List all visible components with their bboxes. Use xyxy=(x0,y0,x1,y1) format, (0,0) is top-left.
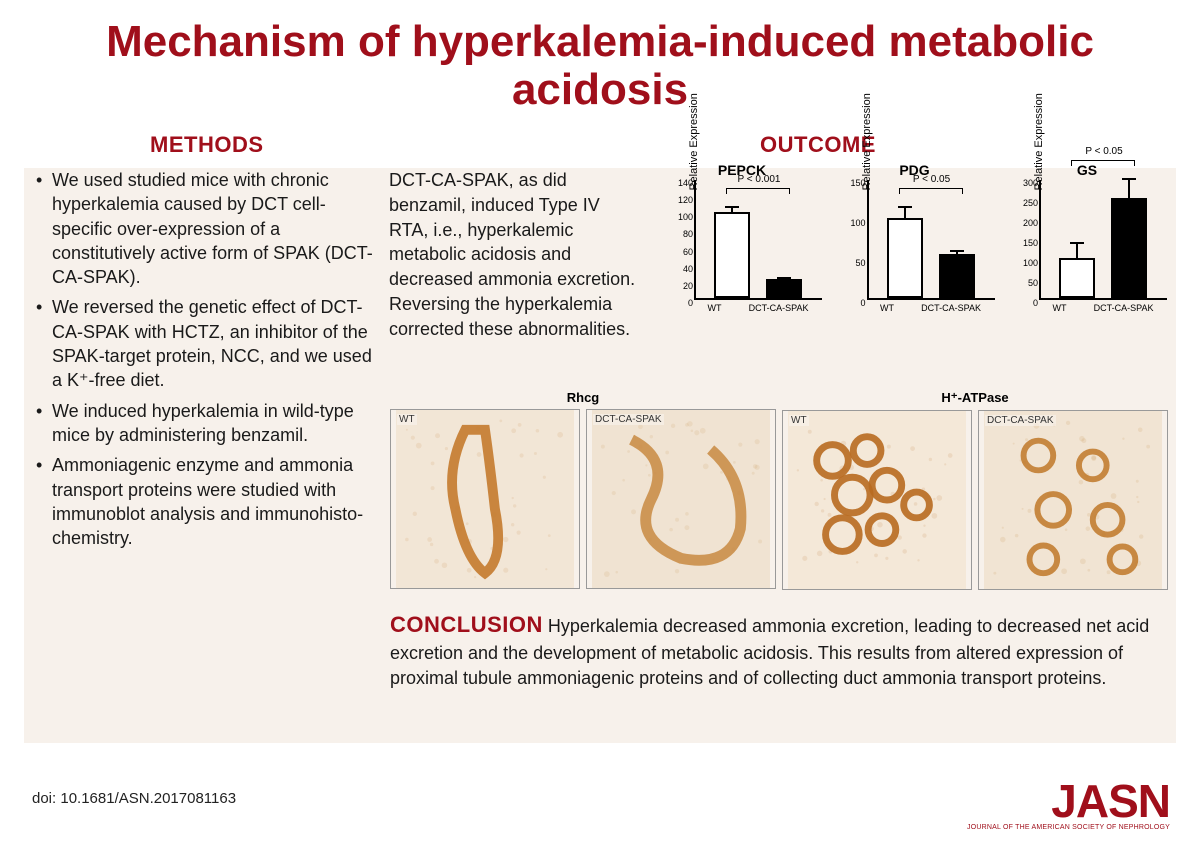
histology-panel-label: WT xyxy=(397,414,417,425)
outcome-charts-area: PEPCK Relative Expression 02040608010012… xyxy=(662,162,1167,332)
histology-title: Rhcg xyxy=(390,390,776,405)
histology-panel: WT xyxy=(782,410,972,590)
histology-panel: WT xyxy=(390,409,580,589)
methods-heading: METHODS xyxy=(150,132,264,158)
content-panel: We used studied mice with chronic hyperk… xyxy=(24,168,1176,743)
methods-bullet: We induced hyperkalemia in wild-type mic… xyxy=(34,399,374,448)
bar-chart-pdg: PDG Relative Expression 050100150 P < 0.… xyxy=(835,162,995,332)
histology-title: H⁺-ATPase xyxy=(782,390,1168,406)
methods-bullet: We reversed the genetic effect of DCT-CA… xyxy=(34,295,374,392)
bar-charts-row: PEPCK Relative Expression 02040608010012… xyxy=(662,162,1167,332)
journal-branding: JASN JOURNAL OF THE AMERICAN SOCIETY OF … xyxy=(967,774,1170,831)
histology-panel-label: DCT-CA-SPAK xyxy=(593,414,664,425)
journal-logo: JASN xyxy=(967,774,1170,828)
chart-pvalue: P < 0.05 xyxy=(869,174,995,185)
journal-subtitle: JOURNAL OF THE AMERICAN SOCIETY OF NEPHR… xyxy=(967,824,1170,831)
results-summary-text: DCT-CA-SPAK, as did benzamil, induced Ty… xyxy=(389,168,644,342)
page-title: Mechanism of hyperkalemia-induced metabo… xyxy=(0,0,1200,123)
chart-ylabel: Relative Expression xyxy=(1033,93,1045,190)
chart-frame: Relative Expression 050100150 P < 0.05 xyxy=(867,180,995,300)
chart-pvalue: P < 0.05 xyxy=(1041,146,1167,157)
histology-panel-label: WT xyxy=(789,415,809,426)
conclusion-heading: CONCLUSION xyxy=(390,612,543,637)
bar-chart-gs: GS Relative Expression 05010015020025030… xyxy=(1007,162,1167,332)
histology-panel: DCT-CA-SPAK xyxy=(978,410,1168,590)
chart-xlabels: WTDCT-CA-SPAK xyxy=(1039,303,1167,313)
chart-pvalue: P < 0.001 xyxy=(696,174,822,185)
histology-group-rhcg: Rhcg WT DCT-CA-SPAK xyxy=(390,390,776,590)
methods-list: We used studied mice with chronic hyperk… xyxy=(34,168,374,550)
chart-xlabels: WTDCT-CA-SPAK xyxy=(694,303,822,313)
histology-panel-label: DCT-CA-SPAK xyxy=(985,415,1056,426)
methods-column: We used studied mice with chronic hyperk… xyxy=(34,168,374,556)
histology-row: Rhcg WT DCT-CA-SPAK H⁺-ATPase WT xyxy=(390,390,1168,590)
chart-xlabels: WTDCT-CA-SPAK xyxy=(867,303,995,313)
methods-bullet: Ammoniagenic enzyme and ammonia transpor… xyxy=(34,453,374,550)
outcome-heading: OUTCOME xyxy=(760,132,876,158)
chart-frame: Relative Expression 050100150200250300 P… xyxy=(1039,180,1167,300)
chart-frame: Relative Expression 020406080100120140 P… xyxy=(694,180,822,300)
methods-bullet: We used studied mice with chronic hyperk… xyxy=(34,168,374,289)
histology-panel: DCT-CA-SPAK xyxy=(586,409,776,589)
histology-group-hatpase: H⁺-ATPase WT DCT-CA-SPAK xyxy=(782,390,1168,590)
doi-text: doi: 10.1681/ASN.2017081163 xyxy=(32,790,236,807)
conclusion-block: CONCLUSION Hyperkalemia decreased ammoni… xyxy=(390,610,1170,691)
bar-chart-pepck: PEPCK Relative Expression 02040608010012… xyxy=(662,162,822,332)
